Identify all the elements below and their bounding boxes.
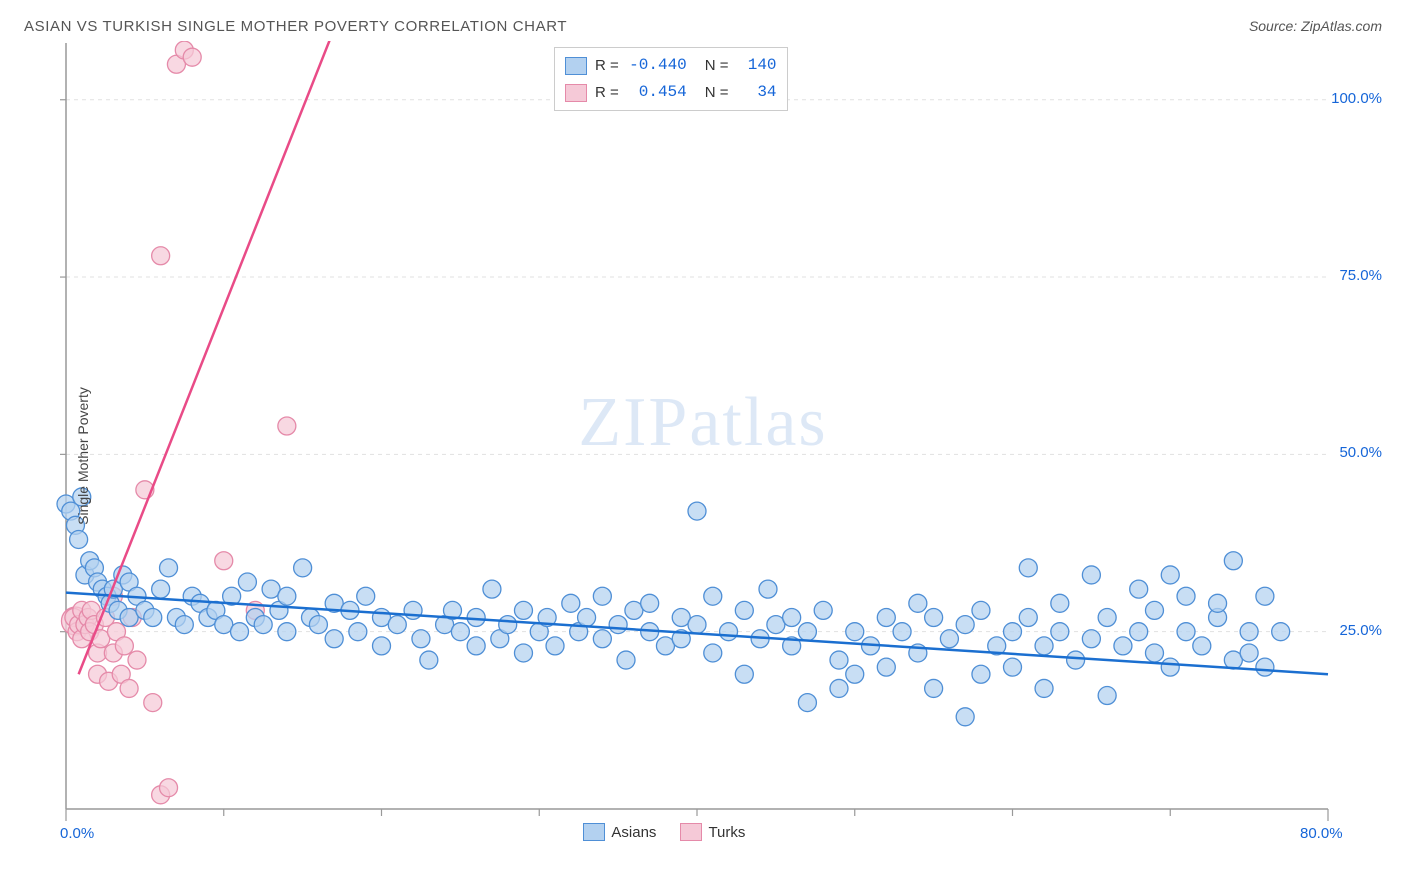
legend-label: Turks [708, 824, 745, 841]
x-tick-label: 80.0% [1300, 825, 1343, 842]
source-label: Source: ZipAtlas.com [1249, 18, 1382, 34]
header: ASIAN VS TURKISH SINGLE MOTHER POVERTY C… [18, 18, 1388, 35]
stats-legend-row: R = 0.454 N = 34 [565, 79, 777, 106]
stats-legend: R = -0.440 N = 140 R = 0.454 N = 34 [554, 47, 788, 111]
legend-swatch [583, 823, 605, 841]
y-tick-label: 75.0% [1339, 267, 1382, 284]
legend-swatch [565, 57, 587, 75]
chart-title: ASIAN VS TURKISH SINGLE MOTHER POVERTY C… [24, 18, 567, 35]
y-tick-label: 100.0% [1331, 90, 1382, 107]
series-legend: Asians Turks [583, 823, 745, 841]
x-tick-label: 0.0% [60, 825, 94, 842]
legend-label: Asians [611, 824, 656, 841]
y-axis-label: Single Mother Poverty [75, 387, 91, 525]
legend-swatch [565, 84, 587, 102]
n-label: N = [705, 53, 729, 79]
n-label: N = [705, 80, 729, 106]
r-label: R = [595, 53, 619, 79]
r-value: -0.440 [627, 52, 687, 79]
n-value: 140 [737, 52, 777, 79]
legend-item: Turks [680, 823, 745, 841]
r-value: 0.454 [627, 79, 687, 106]
stats-legend-row: R = -0.440 N = 140 [565, 52, 777, 79]
scatter-chart [18, 41, 1388, 871]
chart-area: Single Mother Poverty ZIPatlas R =-0.440… [18, 41, 1388, 871]
legend-swatch [680, 823, 702, 841]
r-label: R = [595, 80, 619, 106]
n-value: 34 [737, 79, 777, 106]
y-tick-label: 50.0% [1339, 444, 1382, 461]
y-tick-label: 25.0% [1339, 622, 1382, 639]
legend-item: Asians [583, 823, 656, 841]
